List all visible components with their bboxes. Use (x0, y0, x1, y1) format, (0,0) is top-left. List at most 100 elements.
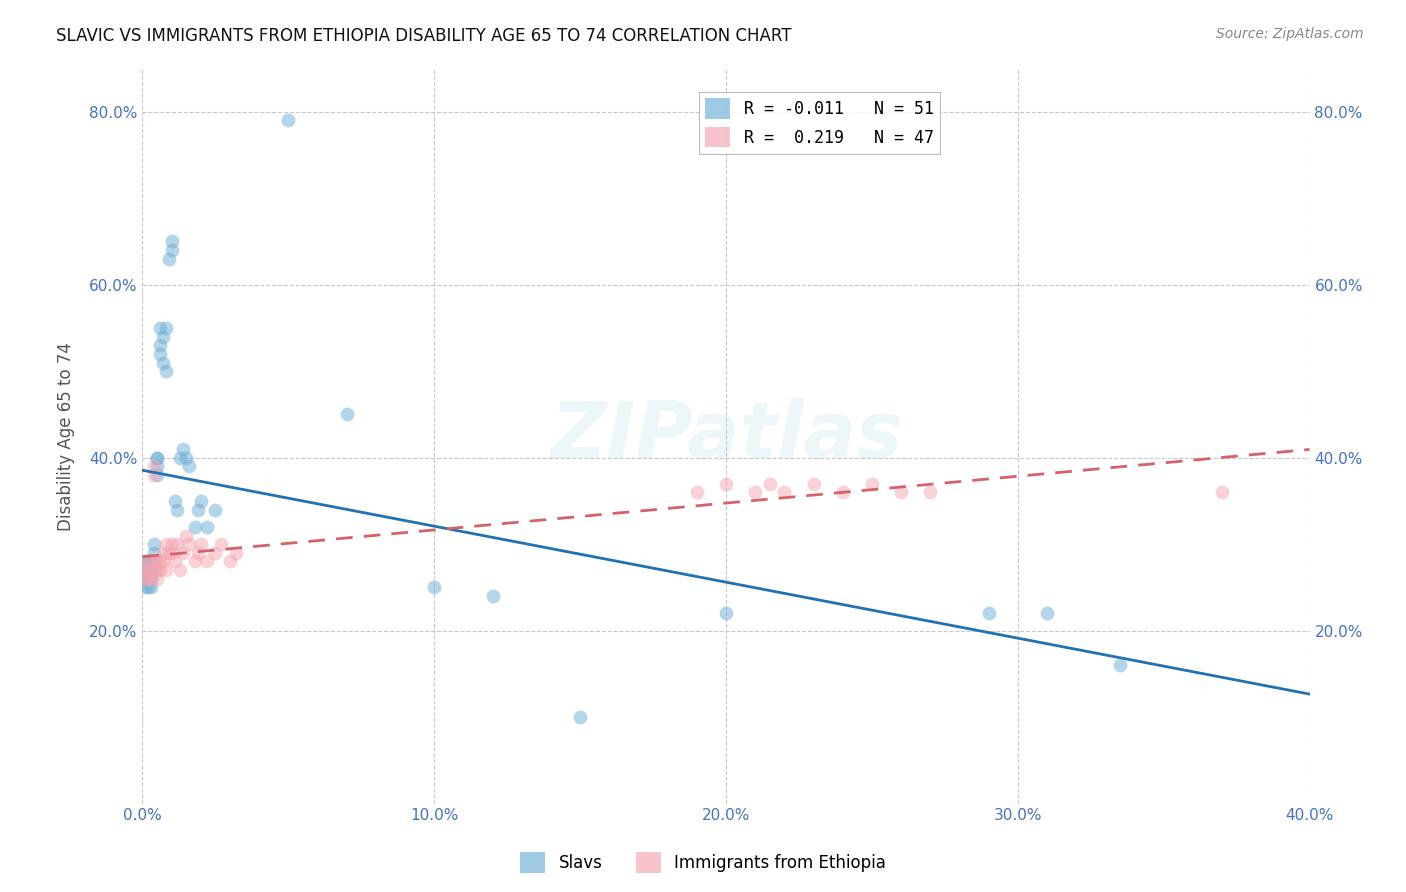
Point (423, 581, 446, 595)
Point (143, 467, 166, 482)
Point (134, 563, 156, 577)
Point (136, 554, 159, 568)
Point (136, 572, 159, 586)
Point (1108, 658, 1130, 673)
Point (136, 554, 159, 568)
Point (481, 589, 503, 603)
Point (758, 476, 780, 491)
Point (134, 572, 156, 586)
Point (686, 485, 709, 500)
Point (172, 442, 194, 456)
Point (143, 554, 166, 568)
Point (277, 113, 299, 128)
Point (773, 485, 796, 500)
Point (744, 485, 766, 500)
Point (146, 450, 169, 465)
Point (831, 485, 853, 500)
Point (155, 537, 177, 551)
Point (149, 554, 172, 568)
Point (134, 554, 156, 568)
Point (134, 563, 156, 577)
Y-axis label: Disability Age 65 to 74: Disability Age 65 to 74 (58, 342, 75, 531)
Point (160, 546, 183, 560)
Point (179, 459, 201, 474)
Point (141, 554, 163, 568)
Point (141, 572, 163, 586)
Point (136, 572, 159, 586)
Point (336, 408, 359, 422)
Point (149, 563, 172, 577)
Legend: Slavs, Immigrants from Ethiopia: Slavs, Immigrants from Ethiopia (513, 846, 893, 880)
Point (134, 572, 156, 586)
Point (143, 546, 166, 560)
Point (143, 459, 166, 474)
Point (204, 546, 226, 560)
Point (146, 554, 169, 568)
Point (166, 537, 188, 551)
Point (1036, 607, 1059, 621)
Point (149, 321, 172, 335)
Point (155, 364, 177, 378)
Point (149, 347, 172, 361)
Point (166, 502, 188, 516)
Point (184, 520, 207, 534)
Point (141, 563, 163, 577)
Point (169, 450, 191, 465)
Point (141, 572, 163, 586)
Point (141, 563, 163, 577)
Point (204, 502, 226, 516)
Point (163, 494, 186, 508)
Point (134, 581, 156, 595)
Point (714, 476, 737, 491)
Point (146, 563, 169, 577)
Text: ZIPatlas: ZIPatlas (550, 398, 903, 474)
Point (155, 563, 177, 577)
Legend: R = -0.011   N = 51, R =  0.219   N = 47: R = -0.011 N = 51, R = 0.219 N = 47 (699, 92, 941, 154)
Point (152, 329, 174, 343)
Point (184, 554, 207, 568)
Text: Source: ZipAtlas.com: Source: ZipAtlas.com (1216, 27, 1364, 41)
Point (209, 537, 232, 551)
Point (143, 537, 166, 551)
Point (136, 581, 159, 595)
Point (141, 554, 163, 568)
Point (860, 476, 883, 491)
Point (146, 467, 169, 482)
Point (157, 252, 180, 266)
Point (1211, 485, 1233, 500)
Point (172, 546, 194, 560)
Point (190, 537, 212, 551)
Point (157, 546, 180, 560)
Point (141, 554, 163, 568)
Point (149, 338, 172, 352)
Point (195, 520, 218, 534)
Point (920, 485, 942, 500)
Point (219, 554, 242, 568)
Point (225, 546, 247, 560)
Point (160, 243, 183, 257)
Point (146, 459, 169, 474)
Point (160, 537, 183, 551)
Point (803, 476, 825, 491)
Point (152, 546, 174, 560)
Point (136, 563, 159, 577)
Point (152, 554, 174, 568)
Point (569, 710, 592, 724)
Point (187, 502, 209, 516)
Point (890, 485, 912, 500)
Point (187, 546, 209, 560)
Point (977, 607, 1000, 621)
Point (179, 537, 201, 551)
Point (174, 528, 197, 542)
Point (152, 355, 174, 369)
Point (190, 494, 212, 508)
Text: SLAVIC VS IMMIGRANTS FROM ETHIOPIA DISABILITY AGE 65 TO 74 CORRELATION CHART: SLAVIC VS IMMIGRANTS FROM ETHIOPIA DISAB… (56, 27, 792, 45)
Point (141, 581, 163, 595)
Point (714, 607, 737, 621)
Point (155, 321, 177, 335)
Point (146, 572, 169, 586)
Point (160, 235, 183, 249)
Point (146, 450, 169, 465)
Point (195, 554, 218, 568)
Point (163, 554, 186, 568)
